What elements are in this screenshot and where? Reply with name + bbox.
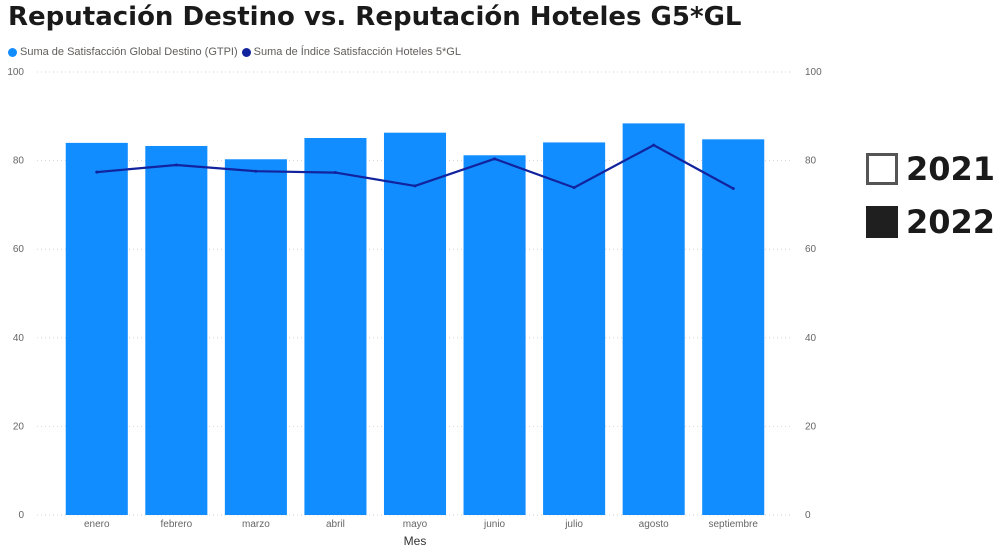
slicer-label: 2022 [906, 203, 996, 241]
line-point [174, 163, 178, 167]
bars [65, 123, 765, 516]
y-tick-label: 60 [13, 244, 25, 255]
line-point [413, 184, 417, 188]
line-point [731, 187, 735, 191]
y-tick-label: 80 [13, 156, 25, 167]
x-tick-label: marzo [242, 519, 270, 530]
y2-tick-label: 80 [805, 156, 817, 167]
x-tick-label: enero [84, 519, 110, 530]
y-tick-label: 0 [18, 510, 24, 521]
x-tick-label: mayo [403, 519, 428, 530]
slicer-label: 2021 [906, 150, 996, 188]
legend-line-label: Suma de Índice Satisfacción Hoteles 5*GL [253, 46, 461, 58]
x-tick-label: julio [564, 519, 583, 530]
bar [543, 142, 606, 515]
line-point [254, 169, 258, 173]
x-tick-label: septiembre [708, 519, 758, 530]
slicer-item-2022[interactable]: 2022 [866, 203, 995, 241]
line-point [333, 171, 337, 175]
bar [702, 139, 765, 515]
legend-item-bar-series[interactable]: Suma de Satisfacción Global Destino (GTP… [8, 46, 238, 58]
line-point [652, 143, 656, 147]
legend-item-line-series[interactable]: Suma de Índice Satisfacción Hoteles 5*GL [241, 46, 461, 58]
chart-title: Reputación Destino vs. Reputación Hotele… [8, 2, 742, 32]
y2-tick-label: 20 [805, 421, 817, 432]
bar [622, 123, 685, 515]
y2-tick-label: 0 [805, 510, 811, 521]
y-tick-label: 100 [7, 67, 24, 78]
bar [304, 138, 367, 515]
y-tick-label: 20 [13, 421, 25, 432]
bar [65, 142, 128, 515]
legend-bar-swatch-icon [8, 47, 17, 57]
line-point [95, 170, 99, 174]
axes: 0 20 40 60 80 100 0 20 40 60 80 100 enero febrero marz… [7, 67, 822, 548]
x-tick-label: febrero [160, 519, 192, 530]
bar [224, 159, 287, 515]
bar [145, 145, 208, 515]
legend-line-swatch-icon [241, 47, 251, 57]
x-tick-label: abril [326, 519, 345, 530]
slicer-item-2021[interactable]: 2021 [866, 150, 995, 188]
checkbox-icon[interactable] [866, 206, 898, 238]
y-tick-label: 40 [13, 333, 25, 344]
bar [383, 132, 447, 516]
checkbox-icon[interactable] [866, 153, 898, 185]
chart-legend: Suma de Satisfacción Global Destino (GTP… [8, 46, 465, 58]
x-axis-title: Mes [404, 534, 427, 548]
x-tick-label: junio [483, 519, 506, 530]
legend-bar-label: Suma de Satisfacción Global Destino (GTP… [20, 46, 238, 58]
y2-tick-label: 60 [805, 244, 817, 255]
line-point [493, 157, 497, 161]
bar [463, 155, 526, 515]
x-tick-label: agosto [639, 519, 669, 530]
y2-tick-label: 100 [805, 67, 822, 78]
line-point [572, 186, 576, 190]
line-series [95, 143, 735, 191]
y2-tick-label: 40 [805, 333, 817, 344]
